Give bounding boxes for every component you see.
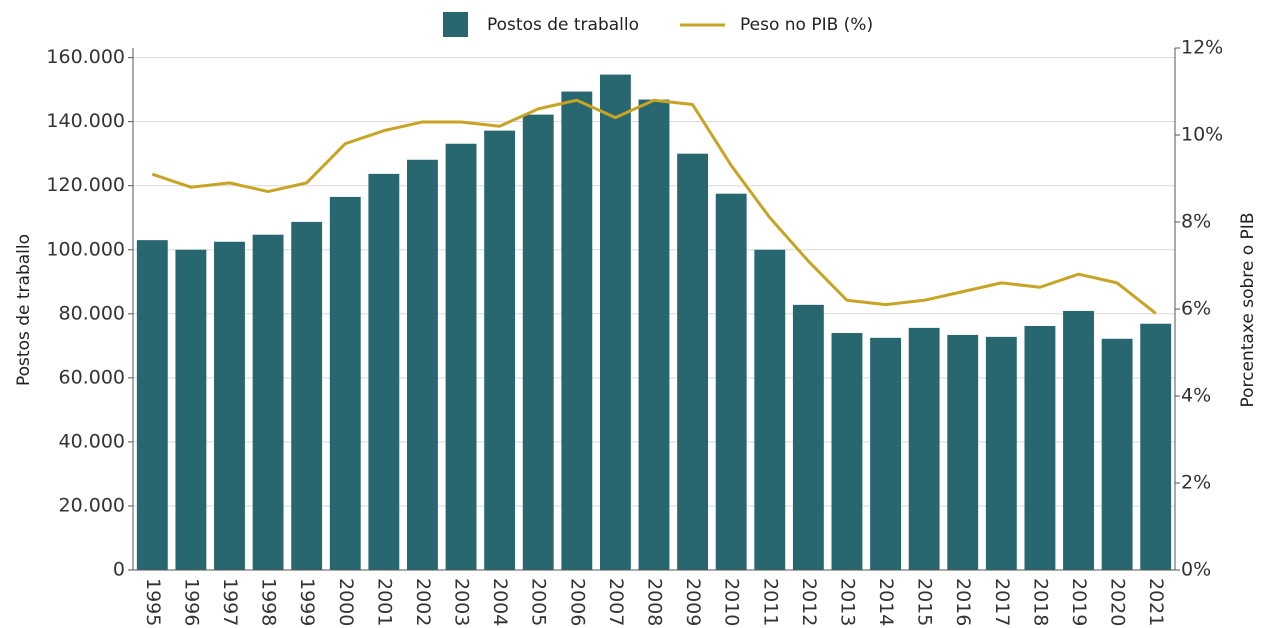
x-tick-label: 2001 <box>373 578 395 626</box>
y-tick-label: 160.000 <box>46 46 125 68</box>
x-tick-label: 2018 <box>1029 578 1051 626</box>
x-tick-label: 2019 <box>1068 578 1090 626</box>
x-tick-label: 2006 <box>566 578 588 626</box>
x-tick-label: 2002 <box>412 578 434 626</box>
x-tick-label: 2015 <box>914 578 936 626</box>
x-tick-label: 2017 <box>991 578 1013 626</box>
bar <box>754 249 786 570</box>
bar <box>329 196 361 570</box>
bar <box>1140 323 1172 570</box>
y-tick-label: 120.000 <box>46 174 125 196</box>
x-tick-label: 2013 <box>836 578 858 626</box>
bar <box>908 327 940 570</box>
x-tick-label: 2010 <box>721 578 743 626</box>
bar <box>677 153 709 571</box>
y-tick-label: 40.000 <box>59 430 125 452</box>
x-tick-label: 2003 <box>451 578 473 626</box>
bar <box>715 193 747 570</box>
y2-tick-label: 8% <box>1181 211 1211 233</box>
bar <box>870 337 901 570</box>
x-tick-label: 2008 <box>644 578 666 626</box>
legend-label: Postos de traballo <box>487 15 639 35</box>
y-axis-label: Postos de traballo <box>14 234 34 386</box>
legend-swatch <box>443 12 468 37</box>
y-tick-label: 20.000 <box>59 494 125 516</box>
y2-axis-label: Porcentaxe sobre o PIB <box>1238 213 1258 408</box>
x-tick-label: 1999 <box>296 578 318 626</box>
y2-tick-label: 10% <box>1181 124 1223 146</box>
x-tick-label: 2021 <box>1145 578 1167 626</box>
x-tick-label: 1997 <box>219 578 241 626</box>
y-tick-label: 0 <box>113 559 125 581</box>
bar <box>1024 325 1056 570</box>
y2-tick-label: 0% <box>1181 559 1211 581</box>
x-tick-label: 1995 <box>142 578 164 626</box>
bar <box>1101 338 1133 570</box>
bar <box>445 143 477 571</box>
x-tick-label: 1996 <box>180 578 202 626</box>
bar <box>252 234 284 570</box>
y-tick-label: 60.000 <box>59 366 125 388</box>
bar <box>175 249 207 570</box>
bar <box>407 159 438 571</box>
bar <box>561 91 593 570</box>
bar <box>214 241 245 570</box>
bar <box>792 304 824 570</box>
x-tick-label: 2009 <box>682 578 704 626</box>
bar <box>1063 310 1094 570</box>
bar <box>638 99 670 570</box>
y2-tick-label: 4% <box>1181 385 1211 407</box>
bar <box>599 74 631 570</box>
x-tick-label: 1998 <box>258 578 280 626</box>
x-tick-label: 2007 <box>605 578 627 626</box>
x-tick-label: 2011 <box>759 578 781 626</box>
x-tick-label: 2016 <box>952 578 974 626</box>
x-tick-label: 2004 <box>489 578 511 626</box>
y-tick-label: 100.000 <box>46 238 125 260</box>
x-tick-label: 2020 <box>1107 578 1129 626</box>
bar <box>368 173 400 570</box>
y2-tick-label: 2% <box>1181 472 1211 494</box>
x-tick-label: 2014 <box>875 578 897 626</box>
x-tick-label: 2012 <box>798 578 820 626</box>
bar <box>291 221 323 570</box>
line <box>151 98 1157 315</box>
y2-tick-label: 6% <box>1181 298 1211 320</box>
bar <box>484 130 516 571</box>
bar <box>831 333 863 570</box>
y-tick-label: 140.000 <box>46 110 125 132</box>
x-tick-label: 2005 <box>528 578 550 626</box>
bar <box>136 240 168 571</box>
legend-label: Peso no PIB (%) <box>740 15 873 35</box>
bar <box>947 334 979 570</box>
y-tick-label: 80.000 <box>59 302 125 324</box>
x-tick-label: 2000 <box>335 578 357 626</box>
y2-tick-label: 12% <box>1181 37 1223 59</box>
bar <box>985 336 1017 570</box>
bar <box>522 114 554 570</box>
